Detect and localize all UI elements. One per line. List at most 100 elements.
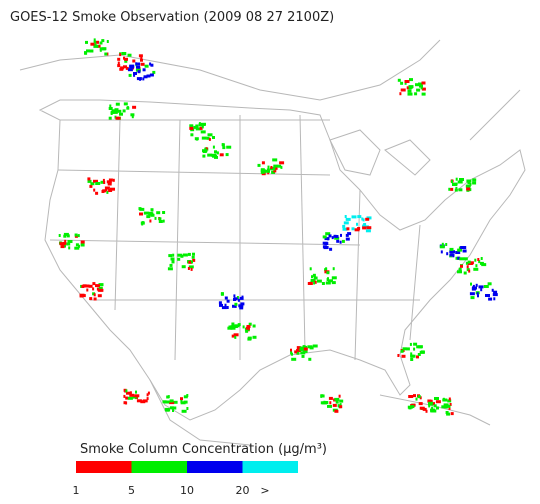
smoke-pixel	[140, 62, 145, 66]
smoke-pixel	[347, 232, 352, 236]
smoke-pixel	[191, 260, 193, 264]
smoke-pixel	[136, 399, 142, 403]
smoke-pixel	[488, 297, 493, 301]
smoke-pixel	[246, 325, 251, 328]
smoke-pixel	[89, 49, 94, 53]
smoke-pixel	[170, 257, 175, 261]
smoke-pixel	[449, 403, 452, 406]
smoke-pixel	[290, 351, 293, 355]
smoke-pixel	[339, 399, 344, 403]
smoke-pixel	[162, 211, 166, 214]
smoke-pixel	[448, 406, 451, 410]
smoke-pixel	[408, 85, 414, 89]
smoke-pixel	[460, 264, 463, 268]
smoke-pixel	[90, 182, 95, 186]
smoke-pixel	[336, 239, 340, 243]
smoke-pixel	[303, 347, 308, 351]
smoke-pixel	[154, 216, 157, 220]
smoke-pixel	[194, 137, 199, 141]
smoke-pixel	[135, 62, 138, 66]
smoke-pixel	[132, 105, 137, 109]
smoke-pixel	[133, 73, 136, 77]
smoke-pixel	[311, 275, 313, 279]
smoke-pixel	[142, 68, 146, 72]
smoke-pixel	[322, 235, 327, 239]
smoke-pixel	[135, 390, 137, 394]
smoke-pixel	[106, 190, 109, 194]
smoke-pixel	[436, 406, 439, 410]
smoke-pixel	[107, 182, 112, 186]
smoke-pixel	[182, 253, 188, 257]
smoke-pixel	[192, 252, 195, 256]
smoke-pixel	[479, 261, 484, 265]
smoke-pixel	[102, 178, 105, 182]
smoke-pixel	[477, 294, 479, 298]
legend-label: >	[260, 484, 269, 497]
smoke-pixel	[465, 184, 471, 188]
smoke-pixel	[354, 228, 360, 232]
smoke-pixel	[470, 282, 472, 286]
smoke-pixel	[308, 357, 312, 361]
smoke-pixel	[328, 234, 332, 238]
smoke-pixel	[226, 145, 232, 149]
smoke-pixel	[416, 88, 421, 92]
smoke-pixel	[236, 296, 239, 299]
smoke-pixel	[63, 234, 67, 238]
smoke-pixel	[96, 44, 101, 48]
smoke-pixel	[123, 65, 127, 69]
smoke-pixel	[169, 399, 174, 403]
smoke-pixel	[80, 243, 85, 247]
smoke-pixel	[448, 187, 451, 191]
smoke-pixel	[421, 92, 426, 96]
smoke-pixel	[129, 65, 135, 69]
smoke-pixel	[93, 38, 96, 42]
smoke-pixel	[442, 398, 448, 402]
smoke-pixel	[180, 401, 186, 405]
smoke-pixel	[95, 191, 99, 195]
smoke-pixel	[449, 247, 454, 251]
smoke-pixel	[327, 404, 332, 408]
smoke-pixel	[459, 178, 464, 181]
smoke-pixel	[124, 57, 128, 61]
smoke-pixel	[60, 245, 65, 249]
smoke-pixel	[309, 267, 312, 271]
smoke-pixel	[127, 396, 133, 400]
smoke-pixel	[476, 292, 479, 296]
smoke-pixel	[432, 402, 435, 406]
legend-label: 10	[180, 484, 194, 497]
smoke-pixel	[212, 154, 217, 158]
smoke-pixel	[127, 68, 133, 72]
smoke-pixel	[224, 303, 227, 307]
smoke-pixel	[212, 145, 215, 149]
smoke-pixel	[478, 260, 481, 264]
smoke-pixel	[105, 188, 108, 192]
smoke-pixel	[467, 260, 471, 264]
smoke-pixel	[94, 40, 97, 44]
smoke-pixel	[404, 81, 407, 85]
smoke-pixel	[97, 294, 102, 298]
smoke-pixel	[231, 322, 235, 326]
smoke-pixel	[313, 276, 318, 280]
smoke-pixel	[119, 53, 122, 57]
smoke-pixel	[92, 292, 96, 296]
smoke-pixel	[365, 217, 370, 221]
smoke-pixel	[416, 355, 419, 359]
smoke-pixel	[463, 271, 467, 275]
smoke-pixel	[421, 87, 426, 91]
smoke-pixel	[417, 395, 421, 399]
smoke-pixel	[421, 81, 426, 85]
smoke-pixel	[415, 83, 419, 87]
smoke-pixel	[84, 51, 88, 55]
smoke-pixel	[345, 233, 349, 237]
smoke-pixel	[188, 265, 194, 269]
smoke-pixel	[480, 288, 483, 292]
smoke-pixel	[126, 391, 130, 395]
smoke-pixel	[89, 297, 93, 301]
smoke-pixel	[446, 252, 449, 256]
smoke-pixel	[233, 298, 236, 301]
smoke-pixel	[183, 400, 188, 404]
smoke-pixel	[121, 52, 127, 55]
smoke-pixel	[400, 88, 406, 92]
smoke-pixel	[188, 260, 193, 264]
smoke-pixel	[325, 281, 331, 285]
